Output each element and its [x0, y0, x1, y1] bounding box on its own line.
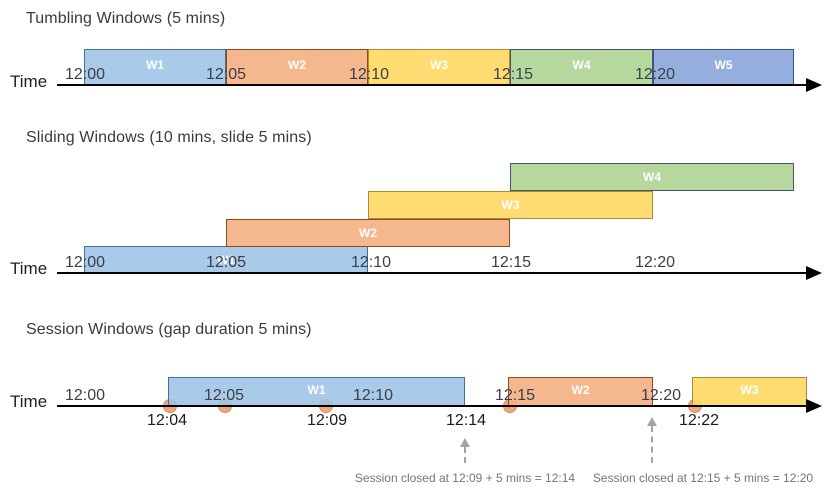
session-axis-line [57, 405, 806, 407]
session-tick-label: 12:05 [203, 387, 245, 404]
session-close-arrow-shaft [464, 447, 466, 463]
session-window-w1: W1 [168, 377, 465, 406]
session-window-label-w3: W3 [740, 383, 759, 397]
tumbling-tick-label: 12:15 [492, 66, 534, 83]
sliding-section-title: Sliding Windows (10 mins, slide 5 mins) [26, 129, 312, 146]
sliding-time-axis-label: Time [10, 259, 48, 278]
sliding-tick-label: 12:00 [64, 254, 106, 271]
tumbling-time-axis-label: Time [10, 72, 48, 91]
sliding-tick-label: 12:10 [350, 254, 392, 271]
tumbling-tick-label: 12:05 [205, 66, 247, 83]
session-tick-label: 12:00 [64, 387, 106, 404]
session-close-arrow-icon [460, 438, 470, 447]
session-window-w3: W3 [692, 377, 807, 406]
tumbling-section-title: Tumbling Windows (5 mins) [26, 10, 226, 27]
session-axis-arrow-icon [806, 399, 822, 413]
sliding-tick-label: 12:20 [634, 254, 676, 271]
session-window-label-w2: W2 [571, 383, 590, 397]
sliding-window-w4: W4 [510, 163, 794, 191]
sliding-axis-arrow-icon [806, 266, 822, 280]
tumbling-window-label-w1: W1 [146, 58, 164, 72]
session-window-label-w1: W1 [307, 383, 326, 397]
session-tick-label: 12:20 [640, 387, 682, 404]
tumbling-axis-line [57, 84, 806, 86]
session-close-arrow-shaft [651, 426, 653, 463]
session-close-annotation: Session closed at 12:15 + 5 mins = 12:20 [592, 471, 814, 485]
session-close-arrow-icon [647, 417, 657, 426]
session-event-time-label: 12:04 [146, 412, 188, 429]
sliding-window-label-w4: W4 [643, 170, 661, 184]
session-window-w2: W2 [508, 377, 653, 406]
tumbling-tick-label: 12:20 [634, 66, 676, 83]
tumbling-window-w1: W1 [84, 49, 226, 85]
session-tick-label: 12:10 [352, 387, 394, 404]
session-event-time-label: 12:22 [678, 412, 720, 429]
session-section-title: Session Windows (gap duration 5 mins) [26, 321, 312, 338]
session-event-time-label: 12:14 [445, 412, 487, 429]
tumbling-window-w5: W5 [653, 49, 794, 85]
session-time-axis-label: Time [10, 392, 48, 411]
session-event-time-label: 12:09 [306, 412, 348, 429]
tumbling-window-label-w2: W2 [288, 58, 306, 72]
tumbling-tick-label: 12:00 [64, 66, 106, 83]
sliding-window-w3: W3 [368, 191, 653, 219]
tumbling-window-label-w3: W3 [430, 58, 448, 72]
sliding-window-label-w1: W1 [217, 253, 235, 267]
tumbling-axis-arrow-icon [806, 78, 822, 92]
tumbling-window-label-w5: W5 [714, 58, 733, 72]
session-tick-label: 12:15 [494, 387, 536, 404]
tumbling-window-label-w4: W4 [572, 58, 591, 72]
tumbling-window-w3: W3 [368, 49, 510, 85]
sliding-window-label-w3: W3 [501, 198, 520, 212]
sliding-window-w2: W2 [226, 219, 510, 247]
sliding-axis-line [57, 272, 806, 274]
sliding-window-label-w2: W2 [359, 226, 377, 240]
session-close-annotation: Session closed at 12:09 + 5 mins = 12:14 [354, 471, 576, 485]
tumbling-tick-label: 12:10 [348, 66, 390, 83]
sliding-tick-label: 12:05 [205, 254, 247, 271]
sliding-tick-label: 12:15 [490, 254, 532, 271]
